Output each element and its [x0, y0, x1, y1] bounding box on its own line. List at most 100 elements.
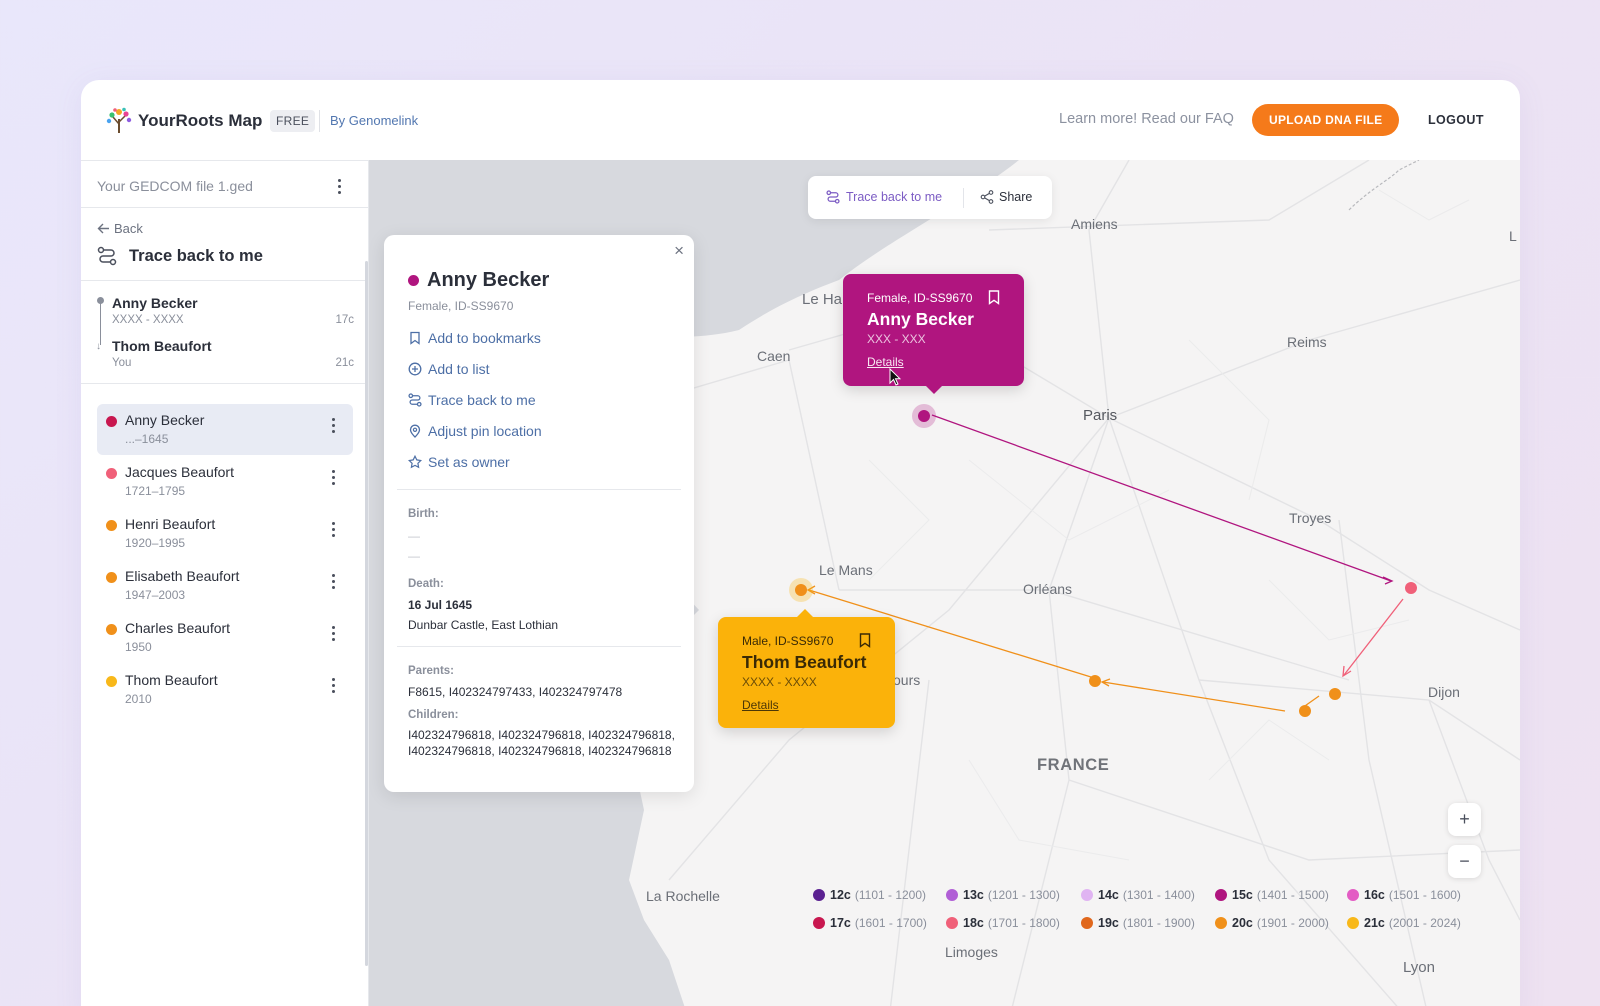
person-menu-icon[interactable]: [325, 623, 341, 643]
legend-range: (1901 - 2000): [1256, 916, 1329, 930]
header: YourRoots Map FREE By Genomelink Learn m…: [81, 80, 1520, 160]
person-menu-icon[interactable]: [325, 571, 341, 591]
cursor-icon: [889, 368, 901, 386]
bookmark-icon[interactable]: [988, 290, 1000, 305]
person-list: Anny Becker ...–1645 Jacques Beaufort 17…: [97, 404, 353, 716]
list-item[interactable]: Charles Beaufort 1950: [97, 612, 353, 663]
list-item[interactable]: Henri Beaufort 1920–1995: [97, 508, 353, 559]
person-years: 2010: [125, 692, 152, 706]
person-menu-icon[interactable]: [325, 519, 341, 539]
marker-popup-thom: Male, ID-SS9670 Thom Beaufort XXXX - XXX…: [718, 609, 895, 728]
legend-label: 14c: [1098, 888, 1119, 902]
detail-sub: Female, ID-SS9670: [408, 299, 514, 313]
popup-details-link[interactable]: Details: [742, 698, 779, 712]
popup-sub: Male, ID-SS9670: [742, 634, 834, 648]
tree-logo-icon: [106, 107, 132, 133]
faq-link[interactable]: Learn more! Read our FAQ: [1059, 111, 1234, 127]
city-lyon: Lyon: [1403, 959, 1435, 976]
legend-label: 20c: [1232, 916, 1253, 930]
legend-label: 17c: [830, 916, 851, 930]
century-dot: [106, 520, 117, 531]
legend-swatch: [1215, 917, 1227, 929]
set-owner-action[interactable]: Set as owner: [408, 454, 510, 470]
marker-popup-anny: Female, ID-SS9670 Anny Becker XXX - XXX …: [843, 274, 1024, 394]
add-to-list-action[interactable]: Add to list: [408, 361, 489, 377]
toolbar-divider: [963, 188, 964, 208]
city-amiens: Amiens: [1071, 216, 1118, 232]
close-icon[interactable]: ×: [674, 241, 684, 260]
list-item[interactable]: Thom Beaufort 2010: [97, 664, 353, 715]
trace-title: Trace back to me: [97, 246, 263, 266]
legend-range: (1501 - 1600): [1388, 888, 1461, 902]
person-menu-icon[interactable]: [325, 675, 341, 695]
gedcom-file-name[interactable]: Your GEDCOM file 1.ged: [97, 178, 253, 194]
list-item[interactable]: Elisabeth Beaufort 1947–2003: [97, 560, 353, 611]
birth-date: —: [408, 529, 420, 543]
app-name: YourRoots Map: [138, 111, 263, 130]
file-menu-icon[interactable]: [331, 176, 347, 196]
zoom-in-button[interactable]: +: [1448, 803, 1481, 836]
genomelink-link[interactable]: By Genomelink: [330, 113, 419, 128]
legend-swatch: [1081, 889, 1093, 901]
legend-item: 17c (1601 - 1700): [813, 916, 927, 930]
logout-button[interactable]: LOGOUT: [1428, 113, 1484, 127]
add-bookmark-label: Add to bookmarks: [428, 330, 541, 346]
map[interactable]: Amiens Le Ha Caen Reims Paris Troyes Le …: [369, 160, 1520, 1006]
bookmark-icon[interactable]: [859, 633, 871, 648]
popup-name: Thom Beaufort: [742, 652, 867, 672]
person-menu-icon[interactable]: [325, 415, 341, 435]
legend-item: 21c (2001 - 2024): [1347, 916, 1461, 930]
add-bookmark-action[interactable]: Add to bookmarks: [408, 330, 541, 346]
legend-label: 19c: [1098, 916, 1119, 930]
legend-item: 12c (1101 - 1200): [813, 888, 926, 902]
person-menu-icon[interactable]: [325, 467, 341, 487]
legend-label: 18c: [963, 916, 984, 930]
legend-range: (1301 - 1400): [1122, 888, 1195, 902]
legend-label: 13c: [963, 888, 984, 902]
century-dot: [106, 416, 117, 427]
logo[interactable]: YourRoots Map: [105, 107, 262, 135]
map-markers[interactable]: [789, 404, 1417, 717]
list-item[interactable]: Anny Becker ...–1645: [97, 404, 353, 455]
back-link[interactable]: Back: [97, 221, 143, 236]
person-years: 1721–1795: [125, 484, 186, 498]
adjust-pin-action[interactable]: Adjust pin location: [408, 423, 542, 439]
trace-back-action[interactable]: Trace back to me: [408, 392, 536, 408]
trace-back-button[interactable]: Trace back to me: [826, 190, 942, 204]
city-caen: Caen: [757, 348, 791, 364]
parents-value: F8615, I402324797433, I402324797478: [408, 685, 623, 699]
popup-sub: Female, ID-SS9670: [867, 291, 973, 305]
popup-name: Anny Becker: [867, 309, 974, 329]
century-dot: [408, 275, 419, 286]
file-row: Your GEDCOM file 1.ged: [81, 161, 368, 208]
trace-to-sub: You: [112, 357, 132, 369]
header-divider: [319, 110, 320, 132]
person-name: Thom Beaufort: [125, 672, 218, 688]
trace-from-century: 17c: [335, 314, 354, 326]
legend-swatch: [1081, 917, 1093, 929]
legend-item: 15c (1401 - 1500): [1215, 888, 1329, 902]
legend-item: 16c (1501 - 1600): [1347, 888, 1461, 902]
zoom-out-button[interactable]: −: [1448, 845, 1481, 878]
legend-range: (2001 - 2024): [1388, 916, 1461, 930]
trace-arrow-icon: ↓: [96, 341, 101, 352]
map-pin-icon: [409, 424, 421, 438]
legend-range: (1201 - 1300): [987, 888, 1060, 902]
children-label: Children:: [408, 709, 459, 721]
sidebar-scrollbar[interactable]: [365, 261, 368, 966]
death-place: Dunbar Castle, East Lothian: [408, 618, 559, 632]
legend-label: 15c: [1232, 888, 1253, 902]
person-years: 1950: [125, 640, 152, 654]
share-button[interactable]: Share: [980, 190, 1032, 204]
trace-summary: ↓ Anny Becker XXXX - XXXX 17c Thom Beauf…: [81, 280, 368, 384]
list-item[interactable]: Jacques Beaufort 1721–1795: [97, 456, 353, 507]
popup-details-link[interactable]: Details: [867, 355, 904, 369]
birth-label: Birth:: [408, 508, 439, 520]
death-label: Death:: [408, 578, 444, 590]
legend-swatch: [946, 889, 958, 901]
person-detail-panel: × Anny Becker Female, ID-SS9670 Add to b…: [384, 235, 694, 792]
legend-swatch: [946, 917, 958, 929]
upload-dna-button[interactable]: UPLOAD DNA FILE: [1252, 104, 1400, 136]
legend-range: (1101 - 1200): [854, 888, 927, 902]
person-name: Henri Beaufort: [125, 516, 216, 532]
